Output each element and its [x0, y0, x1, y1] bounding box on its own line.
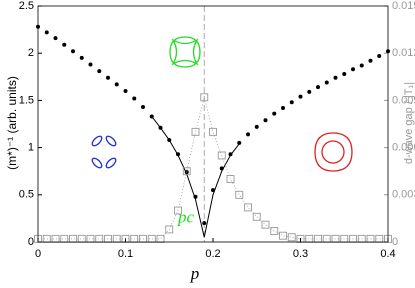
x-axis-label: p [190, 264, 200, 283]
mass-point [307, 89, 312, 94]
mass-point [106, 75, 110, 80]
y2-tick-label: 0.012 [392, 47, 415, 59]
x-tick-label: 0.4 [380, 248, 395, 260]
mass-point [71, 49, 75, 54]
gap-point [287, 233, 296, 242]
y-tick-label: 1.5 [19, 94, 34, 106]
gap-point [209, 127, 217, 136]
mass-point [263, 118, 268, 123]
mass-point [53, 36, 58, 41]
gap-point [261, 220, 270, 229]
gap-point [226, 175, 235, 184]
gap-point [182, 167, 191, 176]
gap-point [69, 234, 77, 243]
fermi-surface-blue [91, 135, 117, 169]
y-tick-label: 0 [28, 236, 34, 248]
fermi-surface-red [314, 132, 353, 172]
mass-point [88, 62, 93, 67]
mass-point [141, 105, 145, 110]
y2-tick-label: 0.006 [392, 142, 415, 154]
y2-tick-label: 0.003 [392, 189, 415, 201]
fermi-surface-green [169, 36, 201, 68]
mass-point [202, 221, 207, 226]
gap-point [279, 231, 287, 240]
mass-point [123, 88, 128, 93]
gap-point [165, 225, 174, 234]
gap-point [217, 151, 226, 160]
y2-tick-label: 0 [392, 236, 398, 248]
mass-point [359, 63, 364, 68]
mass-point [281, 105, 285, 110]
critical-label: pc [177, 207, 195, 226]
x-tick-label: 0.2 [205, 248, 220, 260]
x-tick-label: 0.3 [293, 248, 308, 260]
gap-point [270, 227, 279, 235]
mass-point [246, 132, 250, 137]
theory-line [151, 116, 240, 238]
mass-point [237, 140, 242, 145]
gap-point [200, 93, 209, 102]
mass-point [324, 80, 329, 85]
y2-tick-label: 0.009 [392, 94, 415, 106]
mass-point [377, 54, 382, 59]
y-axis-label: (m*)⁻¹ (arb. units) [5, 76, 19, 170]
y-tick-label: 0.5 [19, 189, 34, 201]
y2-axis-label: d-wave gap / |T₁| [403, 82, 415, 164]
mass-point [132, 96, 137, 101]
gap-point [252, 212, 261, 221]
mass-point [368, 58, 373, 63]
mass-point [79, 55, 84, 60]
mass-point [289, 100, 294, 105]
plot-frame [37, 5, 389, 243]
mass-point [342, 71, 347, 76]
mass-point [44, 30, 49, 35]
y2-tick-label: 0.015 [392, 0, 415, 12]
gap-connector [38, 97, 388, 240]
mass-point [272, 111, 277, 116]
mass-point [114, 82, 119, 87]
mass-point [316, 85, 320, 90]
mass-point [62, 42, 67, 47]
mass-point [351, 67, 355, 72]
mass-point [333, 75, 338, 80]
gap-point [191, 127, 200, 136]
mass-point [97, 69, 102, 74]
gap-point [305, 234, 314, 243]
gap-point [77, 234, 86, 243]
gap-point [235, 190, 244, 199]
y-tick-label: 2 [28, 47, 34, 59]
y-tick-label: 1 [28, 142, 34, 154]
gap-point [174, 206, 182, 215]
mass-point [298, 94, 303, 99]
gap-point [60, 234, 69, 243]
y-tick-label: 2.5 [19, 0, 34, 12]
x-tick-label: 0.1 [118, 248, 133, 260]
mass-point [254, 124, 259, 129]
gap-point [244, 203, 252, 212]
x-tick-label: 0 [35, 248, 41, 260]
